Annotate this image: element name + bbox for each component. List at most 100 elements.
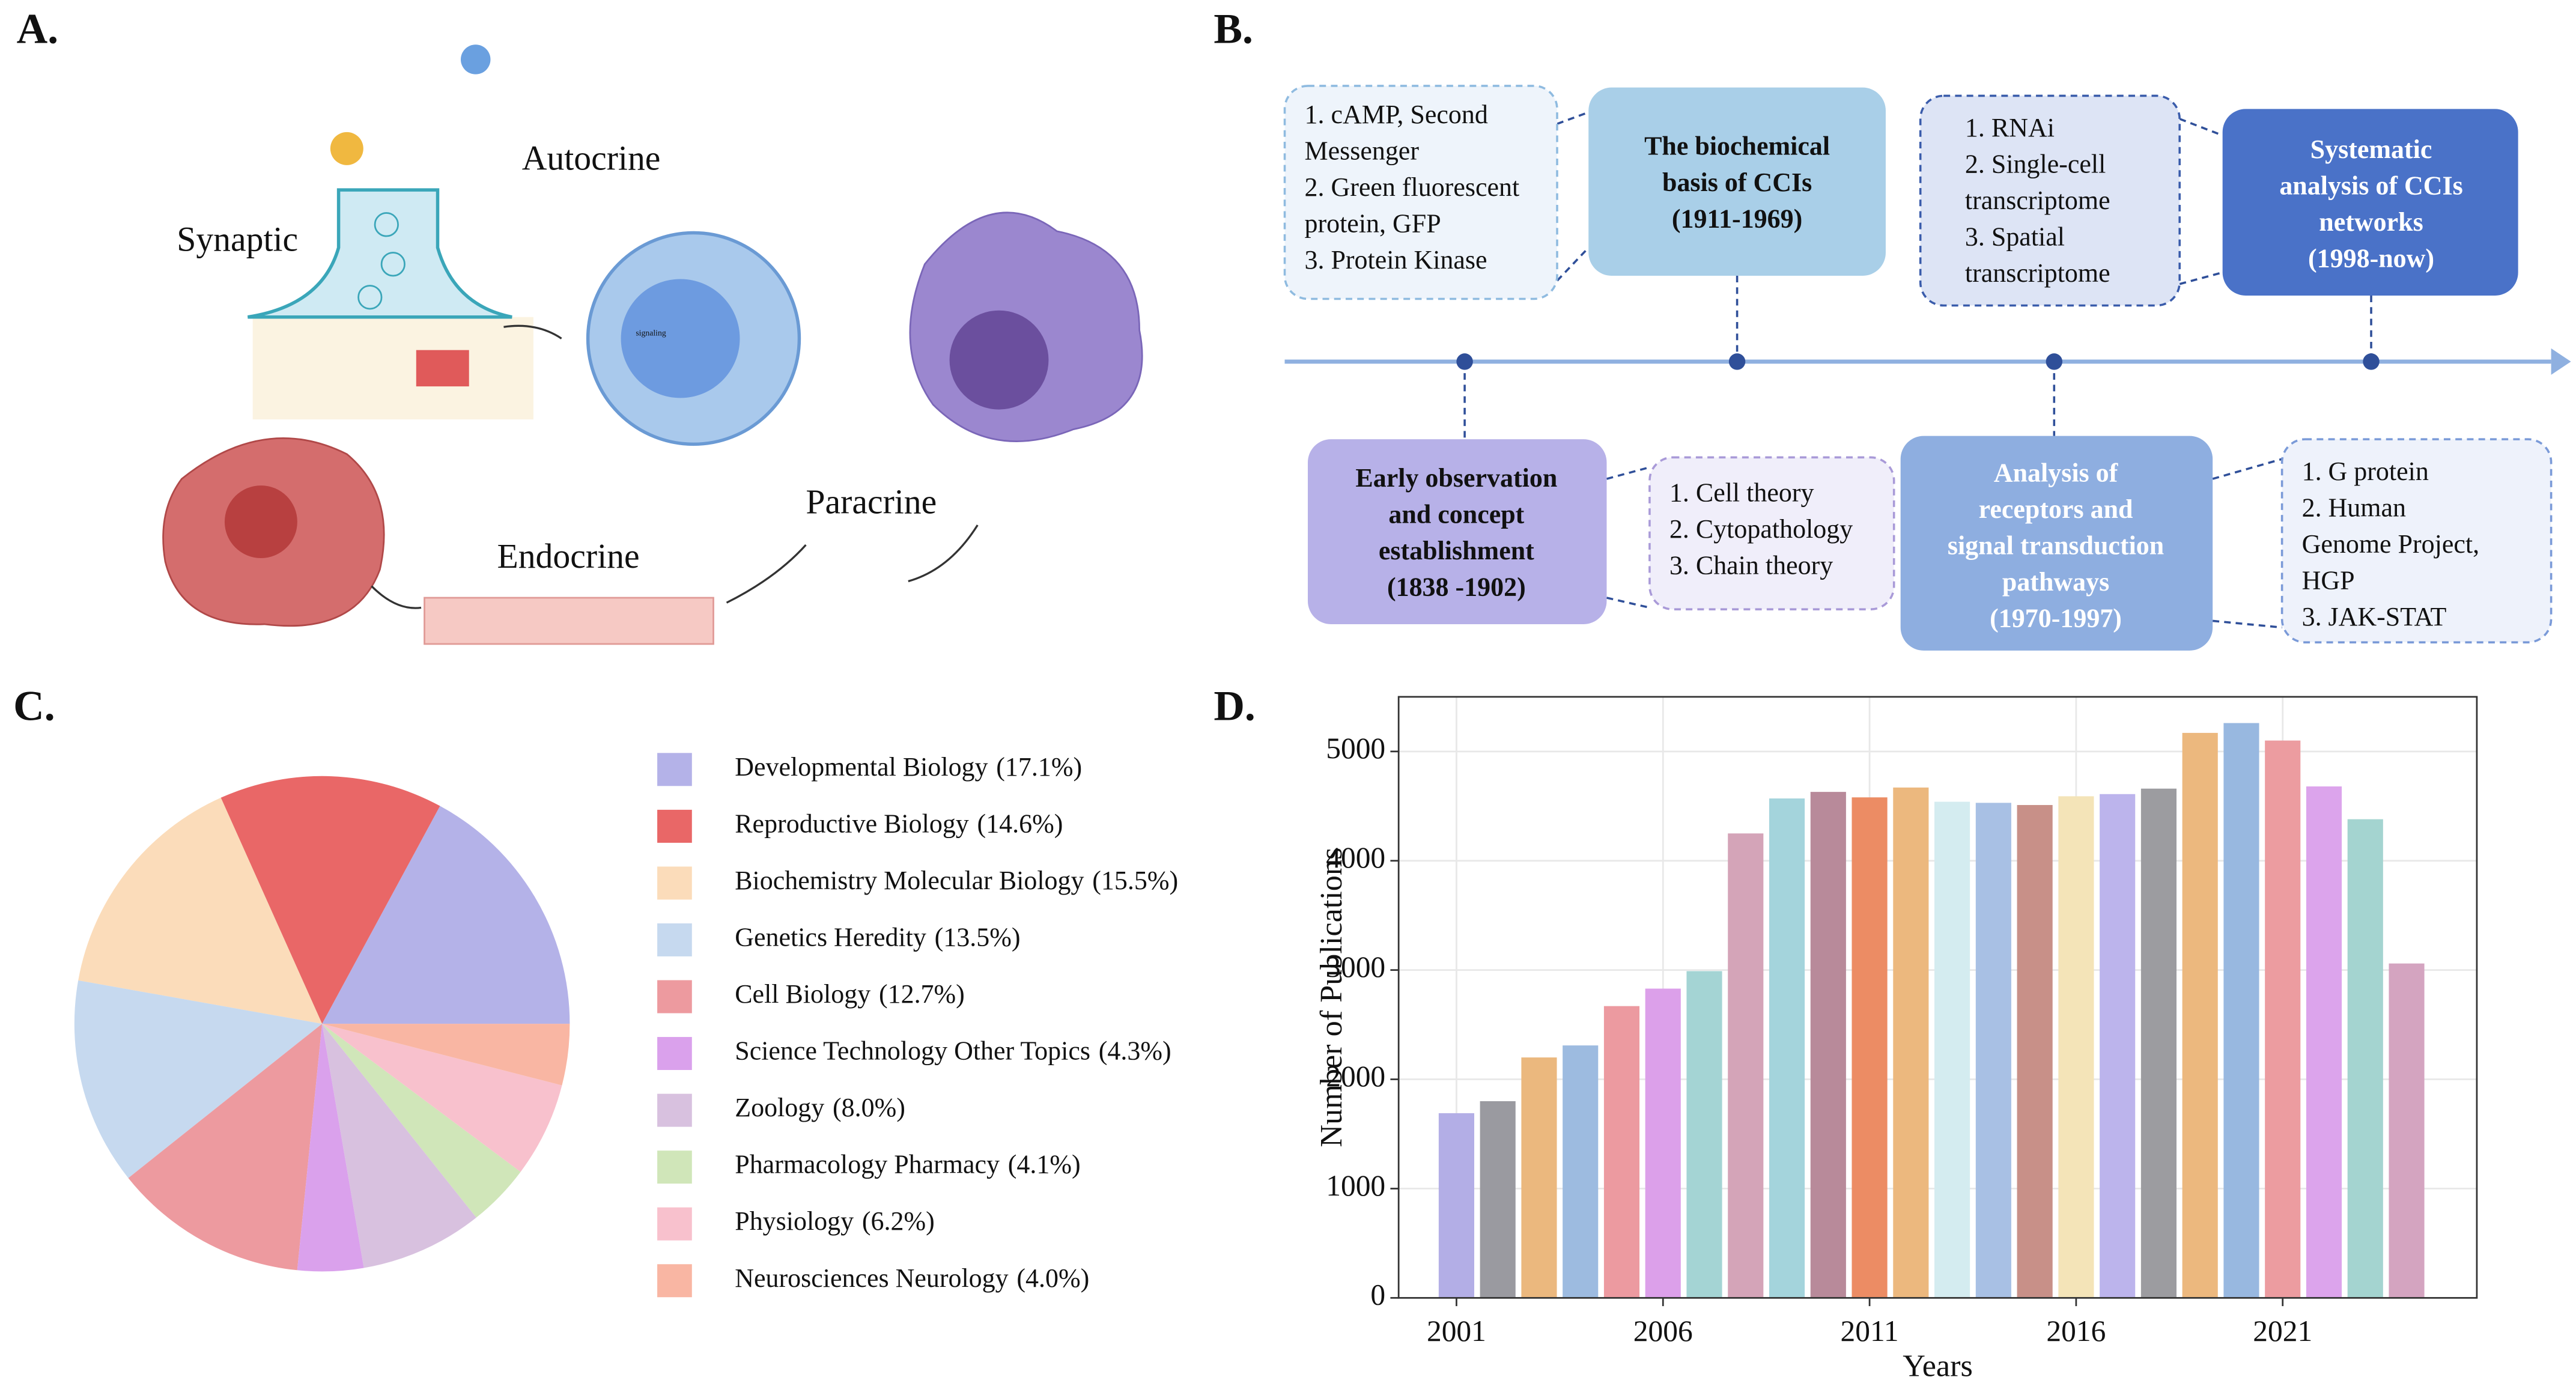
plot-frame [1397, 696, 2478, 1299]
event-text: (1911-1969) [1672, 204, 1802, 233]
x-tick-label: 2001 [1427, 1314, 1486, 1348]
legend-value: (14.6%) [977, 809, 1063, 838]
pie-slice [74, 980, 323, 1178]
event-box [1307, 439, 1607, 624]
event-text: (1970-1997) [1990, 604, 2122, 633]
x-tick-label: 2011 [1841, 1314, 1899, 1348]
legend-entry: Zoology (8.0%) [735, 1093, 905, 1122]
event-box [1919, 94, 2181, 307]
event-text: 2. Green fluorescent [1304, 172, 1519, 202]
legend-entry: Biochemistry Molecular Biology (15.5%) [735, 866, 1178, 895]
bar [2058, 796, 2094, 1298]
legend-value: (4.1%) [1008, 1150, 1081, 1179]
pie-slice [128, 1024, 323, 1271]
bar [1686, 971, 1722, 1298]
pie-slice [322, 806, 570, 1024]
dot [1728, 353, 1746, 370]
y-axis-label: Number of Publications [1314, 848, 1349, 1147]
label: Synaptic [177, 220, 298, 258]
bar [2017, 804, 2053, 1298]
event-text: 3. Spatial [1965, 222, 2065, 252]
legend-swatch [657, 1093, 692, 1127]
event-text: 3. Protein Kinase [1304, 245, 1487, 275]
event-text: basis of CCIs [1662, 168, 1812, 197]
neuron [330, 132, 363, 165]
event-text: networks [2319, 207, 2423, 237]
legend-entry: Pharmacology Pharmacy (4.1%) [735, 1150, 1080, 1179]
vesicle [357, 285, 383, 310]
legend-label: Cell Biology [735, 979, 870, 1009]
arrowhead [2551, 348, 2571, 375]
event-text: Messenger [1304, 136, 1419, 166]
legend-swatch [657, 923, 692, 956]
pie-slice [322, 1024, 570, 1086]
legend-entry: Neurosciences Neurology (4.0%) [735, 1263, 1089, 1293]
panel-label: B. [1214, 5, 1253, 52]
x-axis-label: Years [1903, 1349, 1973, 1384]
label: signaling [636, 328, 666, 337]
legend-value: (13.5%) [935, 923, 1021, 952]
event-text: and concept [1388, 499, 1524, 529]
membrane [252, 317, 533, 420]
bar [2265, 740, 2301, 1298]
nucleus [621, 279, 740, 398]
event-text: Analysis of [1994, 458, 2119, 488]
connector [1556, 111, 2283, 629]
y-tick-label: 4000 [1326, 841, 1385, 874]
legend-entry: Genetics Heredity (13.5%) [735, 923, 1020, 952]
legend-value: (12.7%) [879, 979, 965, 1009]
legend-entry: Cell Biology (12.7%) [735, 979, 965, 1009]
legend-swatch [657, 809, 692, 843]
nucleus [224, 485, 297, 558]
legend-label: Biochemistry Molecular Biology [735, 866, 1084, 895]
event-text: transcriptome [1965, 186, 2110, 215]
y-tick-label: 3000 [1326, 950, 1385, 983]
bar [1810, 792, 1846, 1298]
event-box [1900, 436, 2213, 651]
bar [1769, 798, 1805, 1298]
legend-label: Developmental Biology [735, 752, 988, 782]
pie-slice [220, 776, 440, 1024]
event-text: Systematic [2310, 135, 2432, 164]
label: Paracrine [806, 483, 937, 521]
vesicle [374, 212, 399, 237]
legend-swatch [657, 980, 692, 1014]
event-box [1588, 87, 1886, 276]
bar [1934, 801, 1970, 1298]
event-text: protein, GFP [1304, 209, 1441, 239]
vesicle [380, 252, 406, 277]
blood-vessel [424, 597, 714, 645]
event-text: (1998-now) [2308, 243, 2434, 273]
event-text: 2. Cytopathology [1669, 514, 1853, 544]
legend-entry: Developmental Biology (17.1%) [735, 752, 1082, 782]
bar [2140, 788, 2177, 1298]
bar [1645, 988, 1681, 1298]
bar [1480, 1101, 1516, 1298]
pie-slice [322, 1024, 562, 1172]
bar [2306, 786, 2342, 1298]
neuron [460, 44, 491, 74]
panel-label: C. [13, 682, 55, 729]
event-box [1283, 85, 1558, 300]
event-text: pathways [2002, 567, 2109, 597]
legend-value: (6.2%) [862, 1206, 935, 1236]
event-box [1648, 456, 1895, 610]
event-box [2222, 109, 2518, 296]
legend-value: (8.0%) [833, 1093, 905, 1122]
timeline [1284, 111, 2571, 629]
event-text: 1. cAMP, Second [1304, 100, 1487, 129]
event-text: analysis of CCIs [2279, 171, 2462, 200]
legend-label: Zoology [735, 1093, 824, 1122]
label: Endocrine [497, 538, 639, 576]
bar [1521, 1057, 1557, 1298]
legend-swatch [657, 1037, 692, 1071]
event-text: The biochemical [1644, 131, 1830, 160]
legend-entry: Physiology (6.2%) [735, 1206, 935, 1236]
legend-label: Science Technology Other Topics [735, 1036, 1090, 1066]
dot [2046, 353, 2063, 370]
y-tick-label: 5000 [1326, 732, 1385, 765]
event-text: HGP [2302, 565, 2355, 595]
legend-swatch [657, 1150, 692, 1184]
label: Autocrine [522, 140, 661, 178]
